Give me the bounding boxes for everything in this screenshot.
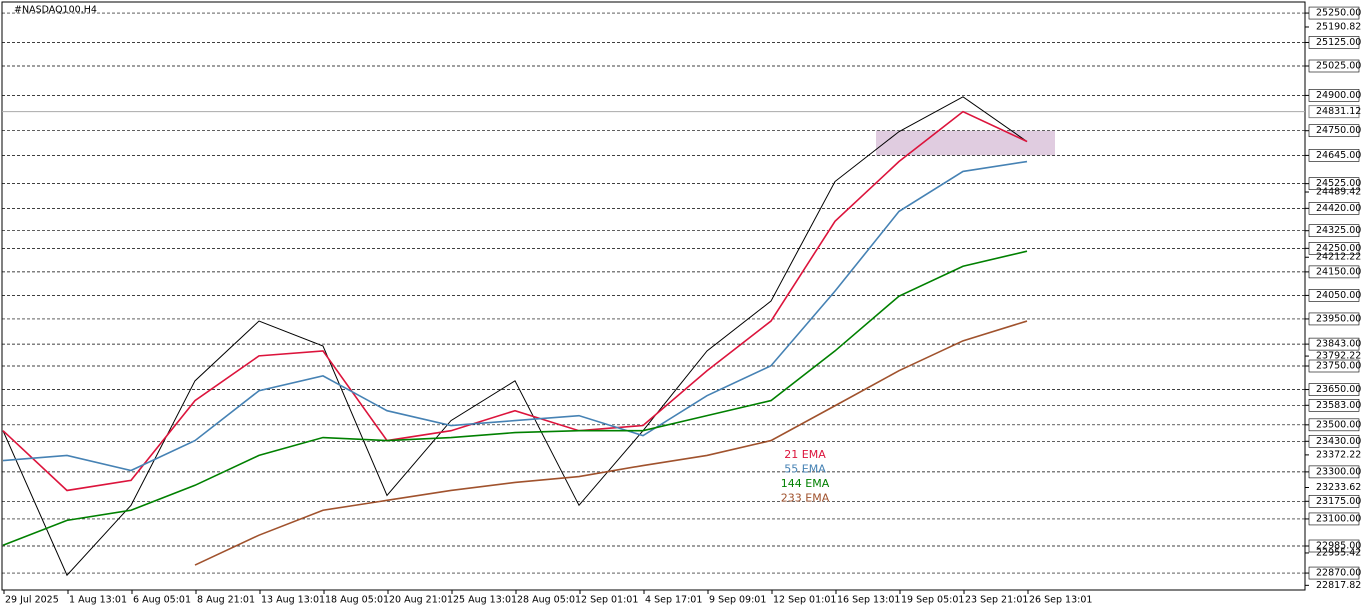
x-tick-label: 2 Sep 01:01 xyxy=(581,595,638,606)
x-tick-label: 12 Sep 01:01 xyxy=(773,595,836,606)
level-label: 25025.00 xyxy=(1316,61,1361,72)
y-tick-label: 24212.22 xyxy=(1316,252,1361,263)
level-label: 23500.00 xyxy=(1316,419,1361,430)
level-label: 24050.00 xyxy=(1316,290,1361,301)
level-label: 23843.00 xyxy=(1316,339,1361,350)
y-tick-label: 24489.42 xyxy=(1316,187,1361,198)
chart-title: #NASDAQ100,H4 xyxy=(14,5,97,16)
level-label: 25250.00 xyxy=(1316,8,1361,19)
current-price-box xyxy=(1308,105,1360,119)
level-label: 24325.00 xyxy=(1316,225,1361,236)
zone xyxy=(876,130,1055,156)
x-tick-label: 29 Jul 2025 xyxy=(5,595,59,606)
x-tick-label: 20 Aug 21:01 xyxy=(389,595,453,606)
level-label: 23430.00 xyxy=(1316,436,1361,447)
level-label: 24150.00 xyxy=(1316,266,1361,277)
y-tick-label: 23372.22 xyxy=(1316,449,1361,460)
x-tick-label: 23 Sep 21:01 xyxy=(965,595,1028,606)
level-label: 23750.00 xyxy=(1316,361,1361,372)
y-tick-label: 22955.42 xyxy=(1316,547,1361,558)
x-tick-label: 9 Sep 09:01 xyxy=(709,595,766,606)
legend-entry: 233 EMA xyxy=(781,492,830,505)
current-price-label: 24831.12 xyxy=(1316,106,1361,117)
x-tick-label: 28 Aug 05:01 xyxy=(517,595,581,606)
ema-line xyxy=(194,320,1028,566)
level-label: 23100.00 xyxy=(1316,513,1361,524)
x-tick-label: 19 Sep 05:01 xyxy=(901,595,964,606)
x-tick-label: 6 Aug 05:01 xyxy=(133,595,191,606)
x-tick-label: 18 Aug 05:01 xyxy=(325,595,389,606)
level-label: 24645.00 xyxy=(1316,150,1361,161)
ema-line xyxy=(2,250,1028,547)
y-tick-label: 22817.82 xyxy=(1316,580,1361,591)
x-tick-label: 25 Aug 13:01 xyxy=(453,595,517,606)
level-label: 23300.00 xyxy=(1316,466,1361,477)
y-tick-label: 23792.22 xyxy=(1316,351,1361,362)
y-tick-label: 23233.62 xyxy=(1316,482,1361,493)
x-tick-label: 16 Sep 13:01 xyxy=(837,595,900,606)
level-label: 24250.00 xyxy=(1316,243,1361,254)
x-tick-label: 1 Aug 13:01 xyxy=(69,595,127,606)
level-label: 24525.00 xyxy=(1316,178,1361,189)
level-label: 23650.00 xyxy=(1316,384,1361,395)
x-tick-label: 26 Sep 13:01 xyxy=(1029,595,1092,606)
price-line xyxy=(2,96,1028,577)
level-label: 22870.00 xyxy=(1316,568,1361,579)
level-label: 25125.00 xyxy=(1316,37,1361,48)
legend-entry: 21 EMA xyxy=(784,448,826,461)
level-label: 24750.00 xyxy=(1316,125,1361,136)
ema-line xyxy=(2,110,1028,492)
level-label: 24900.00 xyxy=(1316,90,1361,101)
legend-entry: 55 EMA xyxy=(784,463,826,476)
x-tick-label: 8 Aug 21:01 xyxy=(197,595,255,606)
level-label: 23950.00 xyxy=(1316,313,1361,324)
plot-frame xyxy=(1,1,1306,591)
level-label: 24420.00 xyxy=(1316,203,1361,214)
y-tick-label: 25190.82 xyxy=(1316,21,1361,32)
level-label: 23583.00 xyxy=(1316,400,1361,411)
level-label: 23175.00 xyxy=(1316,496,1361,507)
level-label: 22985.00 xyxy=(1316,541,1361,552)
ema-line xyxy=(2,160,1028,472)
x-tick-label: 4 Sep 17:01 xyxy=(645,595,702,606)
x-tick-label: 13 Aug 13:01 xyxy=(261,595,325,606)
legend-entry: 144 EMA xyxy=(781,477,830,490)
